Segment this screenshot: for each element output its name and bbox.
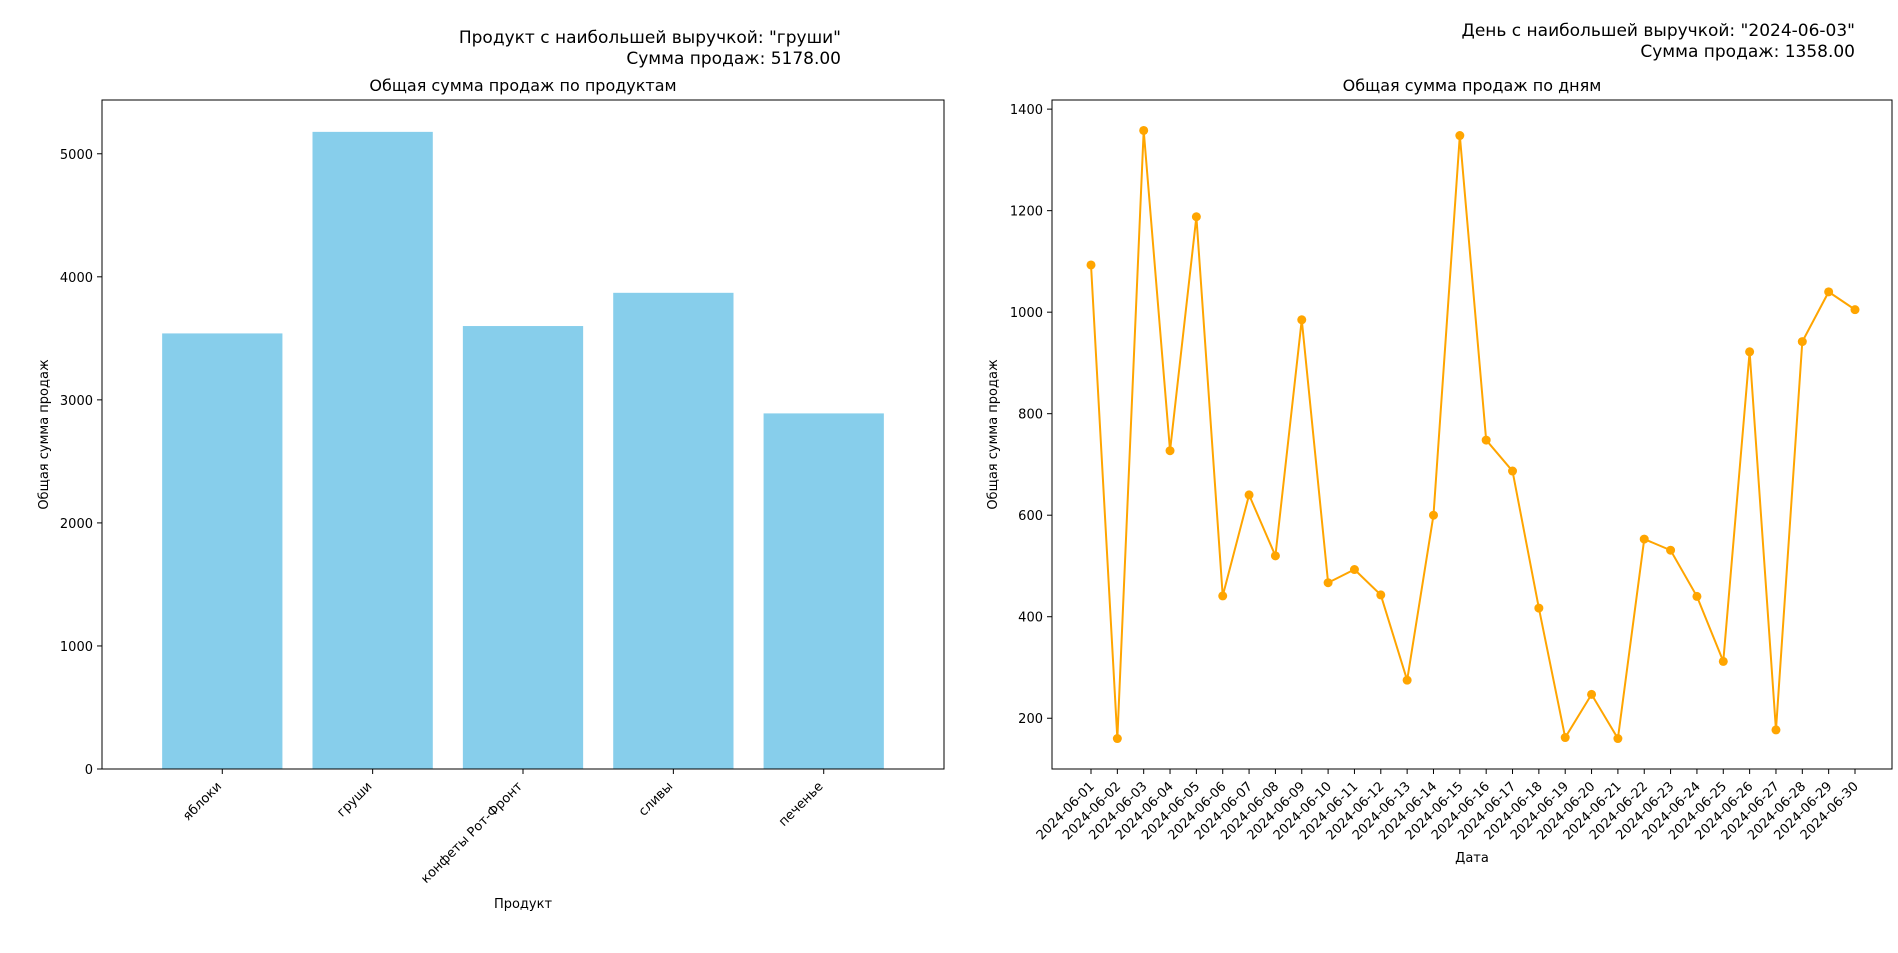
y-tick-label: 400 — [1018, 611, 1043, 626]
data-point — [1771, 725, 1781, 735]
data-point — [1797, 337, 1807, 347]
data-point — [1323, 578, 1333, 588]
y-tick-label: 5000 — [60, 148, 93, 163]
data-point — [1428, 510, 1438, 520]
bar — [613, 292, 734, 769]
data-point — [1455, 131, 1465, 141]
data-point — [1139, 125, 1149, 135]
data-point — [1639, 534, 1649, 544]
plot-frame — [1051, 99, 1893, 770]
data-point — [1297, 315, 1307, 325]
data-point — [1218, 591, 1228, 601]
annotation-top-day-sum: Сумма продаж: 1358.00 — [1640, 42, 1855, 62]
data-point — [1587, 689, 1597, 699]
data-point — [1824, 287, 1834, 297]
series-line — [1090, 130, 1856, 742]
y-tick-label: 1200 — [1010, 205, 1043, 220]
y-tick-label: 600 — [1018, 509, 1043, 524]
data-point — [1402, 675, 1412, 685]
y-tick-label: 800 — [1018, 408, 1043, 423]
data-point — [1560, 733, 1570, 743]
y-tick-label: 0 — [85, 763, 93, 778]
data-point — [1481, 435, 1491, 445]
y-tick-label: 2000 — [60, 517, 93, 532]
annotation-top-day: День с наибольшей выручкой: "2024-06-03" — [1461, 21, 1855, 41]
data-point — [1718, 656, 1728, 666]
bar — [162, 333, 283, 769]
data-point — [1850, 305, 1860, 315]
data-point — [1191, 212, 1201, 222]
chart-title: Общая сумма продаж по продуктам — [369, 76, 676, 95]
y-axis-label: Общая сумма продаж — [37, 359, 52, 510]
data-point — [1692, 591, 1702, 601]
data-point — [1534, 603, 1544, 613]
data-point — [1376, 590, 1386, 600]
data-point — [1666, 545, 1676, 555]
data-point — [1165, 446, 1175, 456]
y-axis-label: Общая сумма продаж — [986, 359, 1001, 510]
right-chart-annotation: День с наибольшей выручкой: "2024-06-03"… — [1462, 21, 1855, 63]
data-point — [1270, 551, 1280, 561]
bar-chart-products: 0 1000 2000 3000 4000 5000 яблоки груши конфеты … — [37, 76, 945, 912]
y-tick-label: 200 — [1018, 712, 1043, 727]
x-tick-label: сливы — [636, 779, 676, 819]
x-tick-label: груши — [334, 779, 375, 820]
y-tick-label: 3000 — [60, 394, 93, 409]
x-tick-label: конфеты Рот-Фронт — [418, 779, 526, 887]
data-point — [1244, 490, 1254, 500]
data-point — [1508, 466, 1518, 476]
x-tick-label: печенье — [776, 779, 826, 829]
chart-title: Общая сумма продаж по дням — [1343, 76, 1602, 95]
y-tick-label: 4000 — [60, 271, 93, 286]
annotation-top-product: Продукт с наибольшей выручкой: "груши" — [458, 28, 841, 48]
y-tick-label: 1400 — [1010, 103, 1043, 118]
annotation-top-product-sum: Сумма продаж: 5178.00 — [626, 49, 841, 69]
data-point — [1086, 260, 1096, 270]
y-tick-label: 1000 — [60, 640, 93, 655]
bar — [462, 326, 584, 769]
x-tick-label: яблоки — [180, 779, 225, 824]
data-point — [1349, 565, 1359, 575]
data-point — [1745, 347, 1755, 357]
bar — [763, 413, 884, 769]
bar — [312, 131, 433, 769]
data-point — [1112, 734, 1122, 744]
data-point — [1613, 734, 1623, 744]
y-tick-label: 1000 — [1010, 306, 1043, 321]
x-axis-label: Продукт — [494, 897, 553, 912]
line-chart-daily-sales: 2004006008001000120014002024-06-012024-0… — [986, 76, 1893, 866]
left-chart-annotation: Продукт с наибольшей выручкой: "груши" Су… — [459, 28, 841, 70]
x-axis-label: Дата — [1455, 851, 1489, 866]
